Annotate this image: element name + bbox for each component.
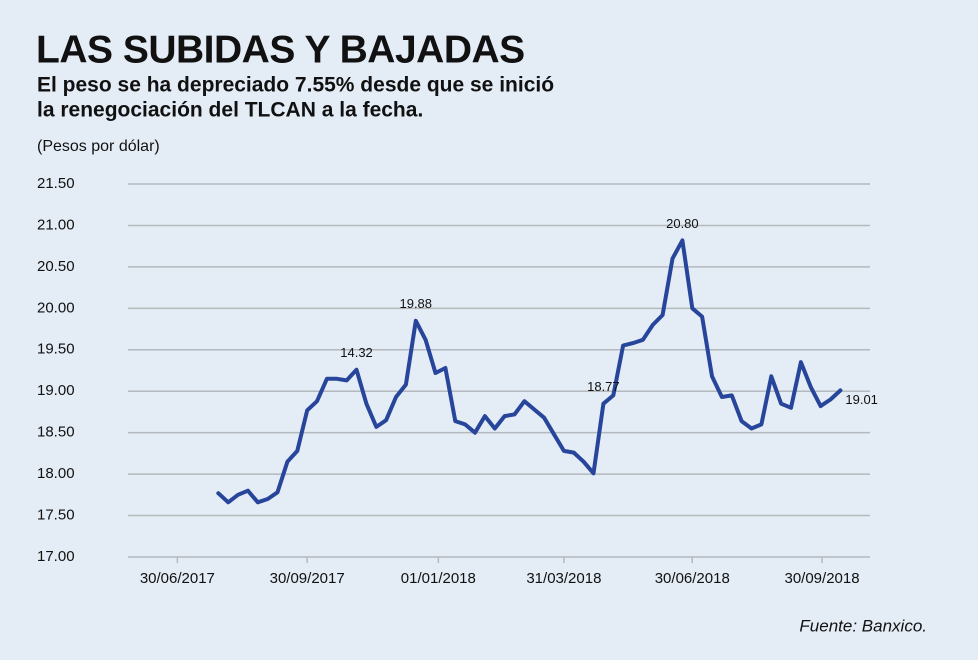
x-tick-label: 30/09/2018 [784,570,859,587]
y-tick-label: 19.50 [37,341,75,358]
annotation: 20.80 [666,216,699,231]
y-tick-label: 17.00 [37,548,75,565]
y-tick-label: 20.50 [37,258,75,275]
x-tick-label: 30/06/2017 [140,570,215,587]
x-tick-label: 01/01/2018 [401,570,476,587]
chart-title: LAS SUBIDAS Y BAJADAS [36,28,525,71]
annotation: 19.01 [845,392,878,407]
subtitle: la renegociación del TLCAN a la fecha. [37,99,423,122]
source: Fuente: Banxico. [799,616,927,635]
y-tick-label: 21.00 [37,216,75,233]
y-tick-label: 19.00 [37,382,75,399]
y-tick-label: 20.00 [37,299,75,316]
subtitle: El peso se ha depreciado 7.55% desde que… [37,74,554,97]
y-tick-label: 18.00 [37,465,75,482]
x-tick-label: 30/06/2018 [655,570,730,587]
x-tick-label: 31/03/2018 [526,570,601,587]
annotation: 19.88 [399,296,432,311]
line [216,238,843,505]
y-axis-label: (Pesos por dólar) [37,138,160,155]
y-tick-label: 17.50 [37,507,75,524]
annotation: 18.77 [587,379,620,394]
y-tick-label: 21.50 [37,175,75,192]
x-tick-label: 30/09/2017 [270,570,345,587]
y-tick-label: 18.50 [37,424,75,441]
annotation: 14.32 [340,345,373,360]
